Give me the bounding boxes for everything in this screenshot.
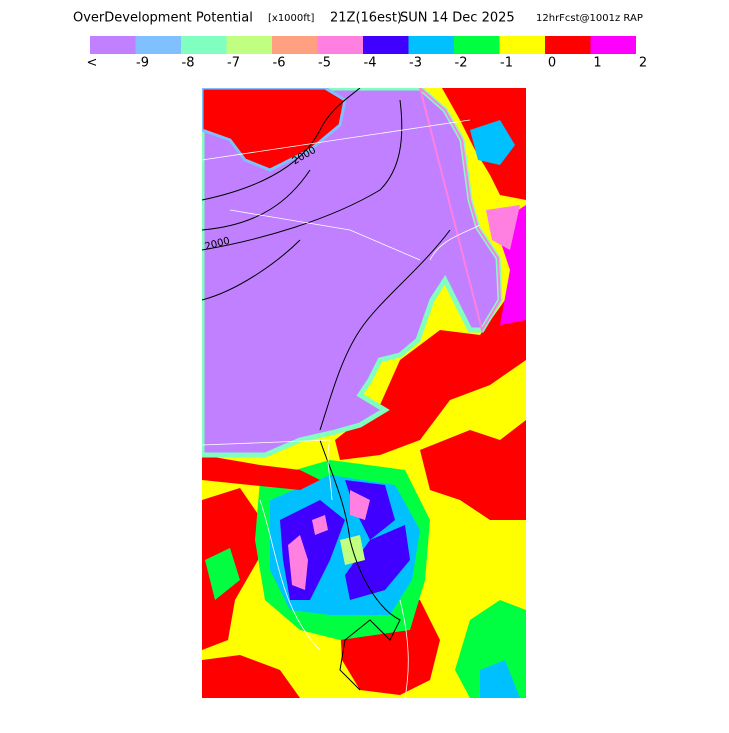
contour <box>202 169 311 231</box>
region <box>335 280 526 460</box>
region <box>480 660 520 698</box>
state-line <box>229 209 421 261</box>
title-model: 12hrFcst@1001z RAP <box>536 13 643 24</box>
legend: < -9 -8 -7 -6 -5 -4 -3 -2 -1 0 1 2 <box>87 36 647 71</box>
legend-swatch <box>317 36 363 54</box>
region <box>202 455 320 490</box>
region <box>420 420 526 520</box>
legend-swatch <box>226 36 272 54</box>
region-edge <box>418 88 502 333</box>
title-unit: [x1000ft] <box>268 13 315 24</box>
legend-label: -1 <box>500 56 513 71</box>
legend-label: < <box>87 56 98 71</box>
border <box>319 439 401 691</box>
legend-label: -5 <box>318 56 331 71</box>
legend-swatch <box>135 36 181 54</box>
region <box>345 525 410 600</box>
legend-label: -3 <box>409 56 422 71</box>
coastline <box>399 599 409 698</box>
region <box>202 655 300 698</box>
legend-swatch <box>272 36 318 54</box>
legend-swatch <box>181 36 227 54</box>
legend-label: -4 <box>364 56 377 71</box>
legend-label: -6 <box>273 56 286 71</box>
state-line <box>202 119 471 161</box>
legend-label: 2 <box>639 56 647 71</box>
legend-label: -7 <box>227 56 240 71</box>
legend-swatch <box>454 36 500 54</box>
legend-swatch <box>590 36 636 54</box>
legend-label: 0 <box>548 56 556 71</box>
region <box>350 490 370 520</box>
title-time: 21Z(16est) <box>330 11 402 26</box>
legend-swatch <box>363 36 409 54</box>
region <box>486 205 520 250</box>
region <box>205 548 240 600</box>
region <box>202 88 347 172</box>
contour <box>202 239 301 301</box>
legend-swatch <box>499 36 545 54</box>
title-date: SUN 14 Dec 2025 <box>400 11 515 26</box>
region <box>288 535 308 590</box>
contour <box>202 88 361 201</box>
legend-swatch <box>408 36 454 54</box>
state-line <box>202 439 331 446</box>
legend-swatch <box>545 36 591 54</box>
title: OverDevelopment Potential [x1000ft] 21Z(… <box>73 11 643 26</box>
region <box>470 120 515 165</box>
map: 2000 2000 <box>202 88 526 698</box>
coastline <box>327 439 333 501</box>
legend-label: -9 <box>136 56 149 71</box>
contour <box>202 99 403 251</box>
region <box>312 515 328 535</box>
legend-label: -2 <box>455 56 468 71</box>
border <box>319 229 451 431</box>
legend-label: -8 <box>182 56 195 71</box>
title-text: OverDevelopment Potential <box>73 11 253 26</box>
legend-label: 1 <box>593 56 601 71</box>
coastline <box>259 499 321 651</box>
legend-swatch <box>90 36 136 54</box>
coastline <box>429 224 481 261</box>
